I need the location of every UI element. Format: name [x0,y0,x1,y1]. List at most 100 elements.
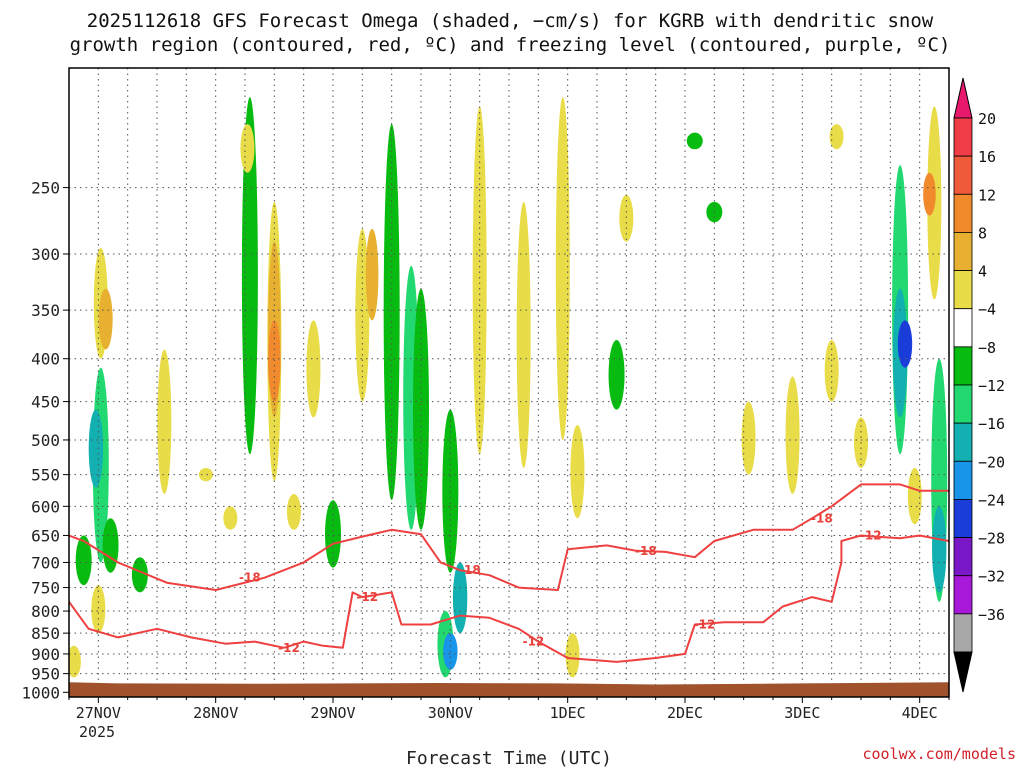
omega-region-13 [240,124,255,173]
colorbar: 20 16 12 8 4 −4 −8 −12 −16 −20 −24 −28 −32 −36 [953,77,1005,693]
omega-region-1 [88,409,104,488]
colorbar-label-1: 16 [978,148,996,166]
x-axis: 27NOV 28NOV 29NOV 30NOV 1DEC 2DEC 3DEC 4DEC [68,697,950,722]
contour-label--18-1: -18 [459,563,481,577]
colorbar-swatch-8 [953,422,973,462]
omega-region-8 [131,557,148,593]
colorbar-swatch-1 [953,155,973,195]
contour-label--12-3: -12 [694,617,716,631]
contour-label--12-1: -12 [356,590,378,604]
omega-shading-layer [69,97,948,678]
omega-region-25 [442,409,459,573]
colorbar-swatch-3 [953,232,973,271]
y-tick-label-750: 750 [31,579,60,598]
colorbar-swatch-10 [953,499,973,538]
colorbar-swatch-4 [953,270,973,310]
omega-region-3 [75,535,92,586]
omega-region-2 [102,518,119,573]
colorbar-swatch-12 [953,575,973,615]
y-tick-label-600: 600 [31,497,60,516]
x-axis-label: Forecast Time (UTC) [406,748,612,768]
colorbar-label-12: −32 [978,568,1005,586]
colorbar-label-10: −24 [978,491,1005,509]
chart-title-line-1: 2025112618 GFS Forecast Omega (shaded, −… [87,10,934,32]
omega-region-32 [570,425,585,519]
y-tick-label-800: 800 [31,602,60,621]
contour-label--12-0: -12 [278,641,300,655]
x-tick-label-2DEC: 2DEC [667,704,703,722]
terrain-surface [69,682,949,697]
colorbar-label-13: −36 [978,606,1005,624]
omega-region-38 [741,401,756,475]
omega-region-5 [98,288,113,350]
colorbar-label-0: 20 [978,110,996,128]
contour-line--18 [69,483,949,591]
y-tick-label-450: 450 [31,393,60,412]
x-tick-label-29NOV: 29NOV [310,704,355,722]
omega-region-6 [91,585,106,634]
credit-link[interactable]: coolwx.com/models [862,745,1016,763]
omega-region-34 [608,340,625,410]
x-tick-label-3DEC: 3DEC [784,704,820,722]
y-axis: 250 300 350 400 450 500 550 600 650 700 750 800 850 9… [21,179,69,702]
colorbar-label-9: −20 [978,453,1005,471]
y-tick-label-500: 500 [31,431,60,450]
omega-region-21 [365,228,379,321]
y-tick-label-950: 950 [31,665,60,684]
omega-region-47 [923,172,936,216]
colorbar-label-8: −16 [978,415,1005,433]
colorbar-swatch-9 [953,460,973,500]
omega-region-7 [69,645,81,678]
colorbar-swatch-7 [953,384,973,424]
omega-region-10 [198,467,213,482]
omega-region-9 [157,349,172,494]
contour-line--12 [69,534,949,663]
colorbar-swatch-13 [953,613,973,653]
omega-region-45 [897,320,913,368]
colorbar-label-3: 8 [978,224,987,242]
y-tick-label-400: 400 [31,350,60,369]
dgz-contour-layer: -18 -18 -18 -18 -12 -12 -12 -12 -12 [69,483,949,663]
omega-region-29 [472,106,487,455]
contour-label--18-0: -18 [239,571,261,585]
colorbar-label-11: −28 [978,530,1005,548]
colorbar-swatch-0 [953,117,973,157]
colorbar-swatch-2 [953,193,973,233]
y-tick-label-850: 850 [31,624,60,643]
y-tick-label-300: 300 [31,245,60,264]
colorbar-top-arrow [953,77,973,119]
contour-label--18-3: -18 [811,511,833,525]
colorbar-swatch-11 [953,537,973,577]
omega-region-50 [907,467,922,525]
omega-region-49 [932,506,947,593]
x-tick-label-27NOV: 27NOV [76,704,121,722]
x-year-label: 2025 [79,723,115,741]
x-tick-label-4DEC: 4DEC [902,704,938,722]
grid-lines [68,68,950,697]
contour-label--12-2: -12 [523,635,545,649]
x-tick-label-28NOV: 28NOV [193,704,238,722]
x-tick-label-30NOV: 30NOV [428,704,473,722]
y-tick-label-1000: 1000 [21,683,60,702]
y-tick-label-700: 700 [31,553,60,572]
omega-region-31 [555,97,570,440]
colorbar-label-6: −8 [978,339,996,357]
omega-region-39 [785,376,800,494]
omega-region-36 [686,132,703,150]
colorbar-label-4: 4 [978,263,987,281]
omega-region-41 [829,124,844,150]
chart-title-line-2: growth region (contoured, red, ºC) and f… [70,34,951,56]
omega-region-18 [306,320,321,418]
colorbar-label-7: −12 [978,377,1005,395]
colorbar-bottom-arrow [953,651,973,693]
x-tick-label-1DEC: 1DEC [550,704,586,722]
omega-region-22 [383,124,400,501]
omega-region-19 [325,500,341,568]
y-tick-label-550: 550 [31,466,60,485]
colorbar-label-2: 12 [978,186,996,204]
omega-region-33 [565,633,580,678]
y-tick-label-900: 900 [31,645,60,664]
omega-region-11 [223,506,238,530]
omega-region-35 [619,194,634,242]
